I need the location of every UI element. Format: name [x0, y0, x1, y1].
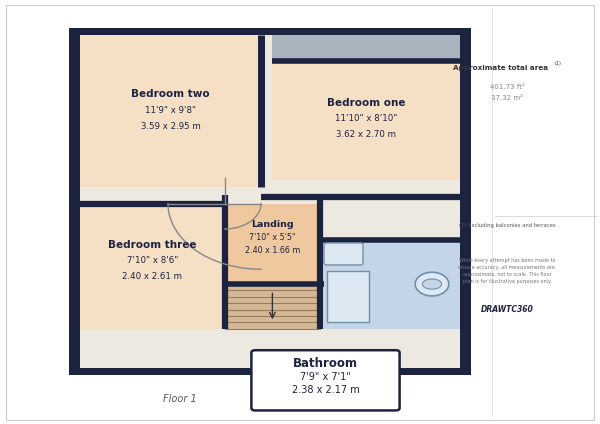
Circle shape — [415, 272, 449, 296]
Text: 3.62 x 2.70 m: 3.62 x 2.70 m — [336, 130, 396, 139]
Bar — [69, 28, 471, 375]
Bar — [80, 35, 261, 187]
Text: Bathroom: Bathroom — [293, 357, 358, 370]
Bar — [225, 204, 320, 284]
Bar — [327, 271, 369, 322]
Bar — [272, 35, 460, 61]
Text: (1) Excluding balconies and terraces: (1) Excluding balconies and terraces — [458, 223, 556, 228]
Text: Bedroom three: Bedroom three — [108, 240, 197, 250]
Bar — [324, 240, 460, 329]
Text: (1): (1) — [555, 61, 562, 66]
Text: 401.73 ft²: 401.73 ft² — [490, 84, 524, 90]
Text: 2.40 x 1.66 m: 2.40 x 1.66 m — [245, 245, 300, 255]
FancyBboxPatch shape — [324, 243, 363, 265]
Text: DRAWTC360: DRAWTC360 — [481, 305, 533, 314]
Text: 11'9" x 9'8": 11'9" x 9'8" — [145, 106, 196, 115]
Text: 7'9" x 7'1": 7'9" x 7'1" — [300, 372, 351, 382]
Bar — [80, 204, 225, 329]
Text: 2.38 x 2.17 m: 2.38 x 2.17 m — [292, 385, 359, 395]
Text: 3.59 x 2.95 m: 3.59 x 2.95 m — [140, 122, 200, 131]
Text: 11'10" x 8'10": 11'10" x 8'10" — [335, 114, 397, 123]
Text: While every attempt has been made to
ensure accuracy, all measurements are
appro: While every attempt has been made to ens… — [458, 258, 556, 285]
FancyBboxPatch shape — [251, 350, 400, 410]
Bar — [225, 284, 320, 329]
Text: Approximate total area: Approximate total area — [454, 65, 548, 71]
Text: 2.40 x 2.61 m: 2.40 x 2.61 m — [122, 272, 182, 282]
Text: Landing: Landing — [251, 220, 294, 229]
Bar — [272, 35, 460, 180]
Text: Bedroom one: Bedroom one — [327, 98, 405, 108]
Text: 7'10" x 5'5": 7'10" x 5'5" — [249, 233, 296, 242]
Ellipse shape — [422, 279, 442, 289]
Bar — [80, 35, 460, 368]
Text: 7'10" x 8'6": 7'10" x 8'6" — [127, 256, 178, 265]
Text: Floor 1: Floor 1 — [163, 393, 197, 404]
Text: Bedroom two: Bedroom two — [131, 89, 210, 99]
Text: 37.32 m²: 37.32 m² — [491, 95, 523, 101]
